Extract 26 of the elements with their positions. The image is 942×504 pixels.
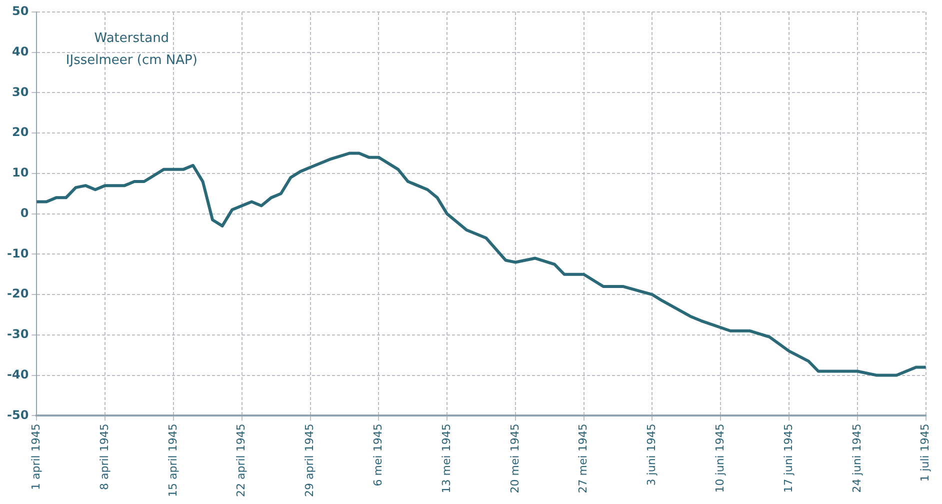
text: Waterstand IJsselmeer (cm NAP)	[66, 30, 198, 68]
y-tick-label: -30	[6, 327, 29, 342]
x-tick-label: 10 juni 1945	[713, 424, 726, 493]
x-tick-label: 27 mei 1945	[576, 424, 590, 494]
x-tick-label: 3 juni 1945	[645, 424, 658, 486]
y-tick-label: -20	[6, 286, 29, 301]
x-tick-label: 17 juni 1945	[782, 424, 795, 493]
y-tick-label: -40	[6, 367, 29, 382]
x-tick-label: 20 mei 1945	[508, 424, 522, 494]
x-tick-label: 22 april 1945	[234, 424, 248, 497]
x-tick-label: 8 april 1945	[98, 424, 111, 490]
x-tick-label: 1 april 1945	[30, 424, 43, 490]
y-tick-label: 0	[20, 206, 29, 220]
x-tick-label: 1 juli 1945	[918, 424, 932, 482]
x-tick-label: 15 april 1945	[166, 424, 180, 497]
x-tick-label: 13 mei 1945	[440, 424, 453, 494]
y-tick-label: -10	[6, 246, 29, 260]
x-tick-label: 6 mei 1945	[372, 424, 385, 486]
y-tick-label: 50	[12, 4, 29, 18]
y-tick-label: 30	[12, 84, 29, 99]
x-tick-label: 29 april 1945	[303, 424, 316, 497]
y-tick-label: -50	[6, 408, 29, 422]
y-tick-label: 40	[12, 44, 29, 58]
y-tick-label: 10	[12, 166, 29, 180]
y-tick-label: 20	[12, 125, 29, 140]
x-tick-label: 24 juni 1945	[850, 424, 864, 493]
